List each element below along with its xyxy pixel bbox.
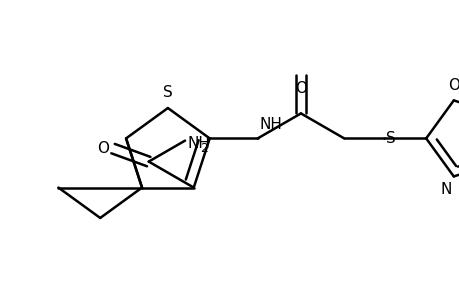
Text: N: N xyxy=(439,182,451,197)
Text: O: O xyxy=(447,78,459,93)
Text: 2: 2 xyxy=(200,142,208,155)
Text: S: S xyxy=(386,131,395,146)
Text: O: O xyxy=(294,81,306,96)
Text: NH: NH xyxy=(259,117,282,132)
Text: NH: NH xyxy=(187,136,209,151)
Text: O: O xyxy=(97,141,109,156)
Text: S: S xyxy=(162,85,173,100)
